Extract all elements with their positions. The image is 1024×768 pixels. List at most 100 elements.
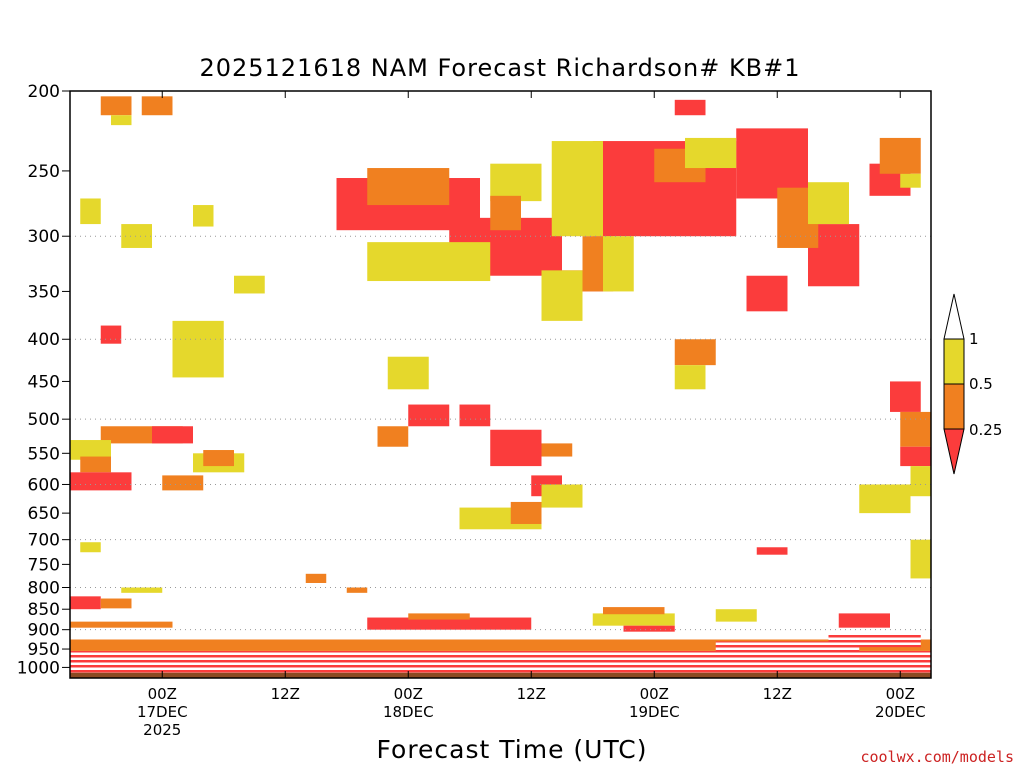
y-tick-label: 250 (28, 162, 60, 182)
heatmap-cell-high (592, 613, 675, 626)
y-tick-label: 350 (28, 282, 60, 302)
x-tick-label: 00Z (148, 685, 177, 703)
heatmap-cell-high (900, 173, 921, 188)
y-tick-label: 850 (28, 600, 60, 620)
credit-text: coolwx.com/models (860, 748, 1014, 766)
heatmap-cell-high (685, 137, 737, 169)
heatmap-cell-high (367, 242, 491, 282)
legend-swatch-bottom (943, 428, 965, 475)
plot-frame (69, 90, 932, 679)
heatmap-cell-mid (203, 450, 234, 467)
legend-swatch (943, 338, 965, 385)
heatmap-cell-mid (80, 456, 111, 473)
x-tick-label: 2025 (143, 721, 181, 739)
heatmap-cell-high (551, 141, 603, 237)
heatmap-cell-low (367, 617, 532, 630)
heatmap-cell-low (623, 625, 675, 632)
y-tick-label: 300 (28, 227, 60, 247)
heatmap-cell-mid (408, 613, 470, 620)
y-tick-label: 200 (28, 82, 60, 102)
heatmap-cell-mid (100, 96, 132, 116)
heatmap-cell-low (746, 275, 788, 312)
y-axis: 200 250 300 350 400 450 500 550 600 650 700 750 8008… (17, 82, 70, 678)
legend-label: 0.5 (969, 375, 993, 393)
y-tick-label: 650 (28, 504, 60, 524)
heatmap-cell-mid (305, 573, 327, 583)
heatmap-cell-high (80, 542, 101, 553)
heatmap-cell-mid (674, 339, 716, 366)
heatmap-cell-mid (70, 639, 931, 651)
ground-band (70, 672, 931, 678)
x-tick-label: 12Z (763, 685, 792, 703)
heatmap-cell-high (910, 539, 931, 579)
heatmap-cell-low (736, 128, 808, 199)
heatmap-cell-low (152, 426, 193, 444)
heatmap-cell-mid (603, 607, 665, 615)
heatmap-cell-high (808, 182, 849, 225)
heatmap-cell-mid (879, 137, 921, 174)
heatmap-cell-low (459, 404, 491, 427)
y-tick-label: 700 (28, 531, 60, 551)
x-tick-label: 20DEC (875, 703, 926, 721)
heatmap-cell-mid (510, 501, 542, 524)
y-tick-label: 500 (28, 410, 60, 430)
heatmap-cell-mid (900, 411, 931, 447)
y-tick-label: 800 (28, 578, 60, 598)
y-tick-label: 1000 (17, 658, 60, 678)
heatmap-cell-high (910, 466, 931, 497)
heatmap-cell-high (541, 484, 583, 508)
heatmap-cell-mid (490, 195, 521, 231)
heatmap-cell-mid (377, 426, 409, 447)
x-tick-label: 19DEC (629, 703, 680, 721)
legend: 1 0.5 0.25 (943, 293, 1002, 475)
y-tick-label: 600 (28, 475, 60, 495)
heatmap-cell-high (70, 440, 111, 460)
heatmap-cell-mid (100, 598, 132, 609)
heatmap-cell-mid (367, 168, 450, 206)
heatmap-cell-high (859, 484, 911, 514)
y-tick-label: 550 (28, 444, 60, 464)
heatmap-cell-high (234, 275, 265, 294)
legend-label: 0.25 (969, 421, 1002, 439)
heatmap-cell-low (828, 633, 921, 648)
heatmap-cell-high (541, 270, 583, 321)
heatmap-cell-high (193, 205, 214, 227)
x-tick-label: 17DEC (137, 703, 188, 721)
heatmap-cell-low (674, 99, 706, 116)
heatmap-cell-mid (70, 621, 173, 628)
heatmap-cell-high (715, 609, 757, 622)
x-axis-title: Forecast Time (UTC) (377, 735, 648, 764)
heatmap-cell-high (387, 356, 429, 390)
y-tick-label: 750 (28, 555, 60, 575)
heatmap-cell-mid (541, 443, 573, 457)
x-tick-label: 12Z (271, 685, 300, 703)
heatmap-cell-high (674, 365, 706, 390)
x-tick-label: 00Z (640, 685, 669, 703)
heatmap-cell-low (756, 547, 788, 555)
heatmap-cell-high (111, 115, 132, 126)
legend-label: 1 (969, 330, 979, 348)
x-tick-label: 12Z (517, 685, 546, 703)
heatmap-cell-low (900, 446, 931, 467)
heatmap-cell-mid (141, 96, 173, 116)
legend-swatch (943, 383, 965, 430)
heatmap-cell-mid (162, 475, 204, 491)
heatmap-cell-low (838, 613, 890, 628)
x-tick-label: 18DEC (383, 703, 434, 721)
heatmap-cell-low (490, 429, 542, 467)
heatmap-cell-low (70, 596, 101, 610)
y-tick-label: 400 (28, 330, 60, 350)
heatmap-cell-low (100, 325, 122, 344)
x-tick-label: 00Z (394, 685, 423, 703)
heatmap-cell-high (172, 320, 224, 378)
heatmap-cell-high (490, 163, 542, 202)
chart-title: 2025121618 NAM Forecast Richardson# KB#1 (199, 54, 800, 82)
heatmap-cell-high (603, 236, 634, 292)
heatmap-cell-high (121, 587, 163, 593)
heatmap-cell-mid (346, 587, 368, 593)
x-tick-label: 00Z (886, 685, 915, 703)
y-tick-label: 450 (28, 372, 60, 392)
heatmap-cell-low (890, 381, 921, 412)
